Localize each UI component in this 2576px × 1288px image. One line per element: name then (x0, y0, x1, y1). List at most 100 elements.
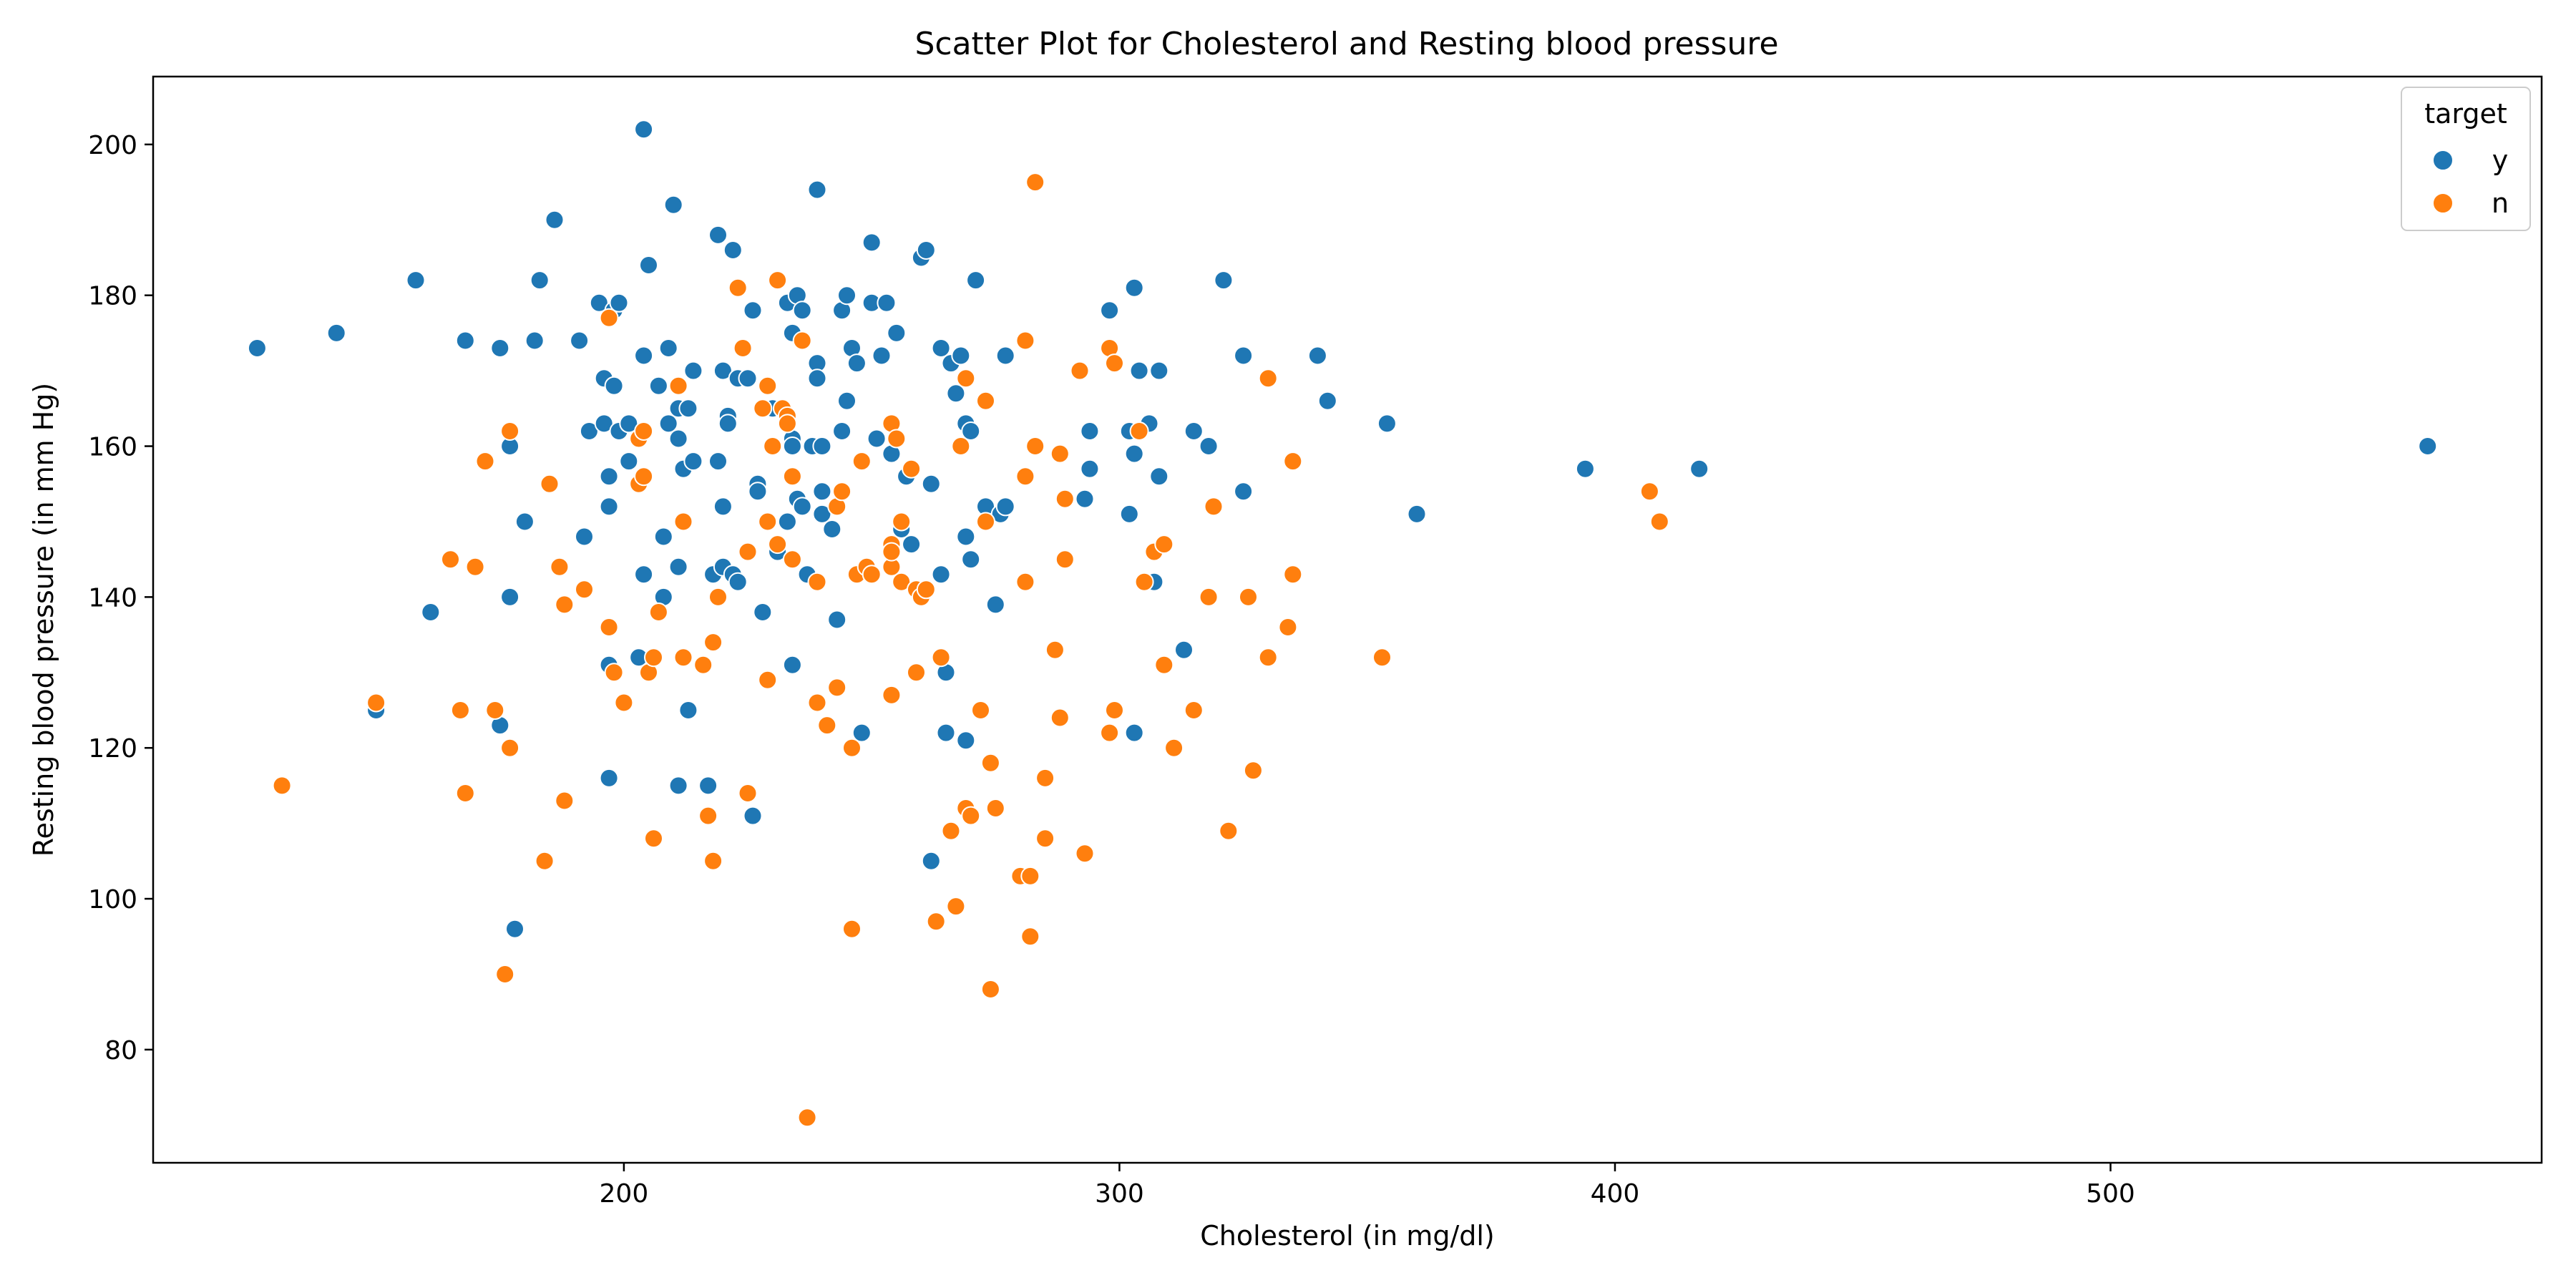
data-point-y (1149, 361, 1169, 381)
y-axis-ticks: 80 100 120 140 160 180 200 (88, 131, 153, 1065)
data-point-y (985, 595, 1005, 615)
y-tick-label: 180 (88, 282, 137, 311)
data-point-n (1129, 421, 1149, 441)
data-point-n (500, 738, 520, 758)
data-point-y (743, 806, 763, 826)
data-point-n (1258, 369, 1278, 389)
data-point-y (604, 376, 624, 396)
data-point-y (956, 731, 976, 751)
data-point-n (882, 685, 902, 705)
data-point-y (1377, 414, 1397, 434)
data-point-n (768, 535, 788, 555)
data-point-n (703, 851, 723, 871)
data-point-n (738, 784, 758, 803)
data-point-y (921, 474, 941, 494)
data-point-n (961, 806, 981, 826)
data-point-y (525, 331, 545, 351)
data-point-n (777, 414, 797, 434)
data-point-y (1689, 459, 1709, 479)
data-point-n (1372, 648, 1392, 668)
data-point-n (644, 648, 663, 668)
data-point-n (485, 701, 505, 720)
data-point-n (842, 919, 862, 939)
data-point-n (1219, 821, 1239, 841)
data-point-n (475, 452, 495, 472)
data-point-n (450, 701, 470, 720)
y-tick-label: 100 (88, 885, 137, 914)
data-point-n (842, 738, 862, 758)
data-point-n (1154, 535, 1174, 555)
data-point-n (976, 512, 995, 532)
data-point-n (540, 474, 560, 494)
data-point-y (653, 527, 673, 547)
data-point-y (916, 240, 936, 260)
data-point-y (1174, 640, 1194, 660)
data-point-n (980, 980, 1000, 999)
data-point-n (1050, 708, 1070, 728)
data-point-y (812, 482, 832, 502)
data-point-y (931, 338, 951, 358)
data-point-n (931, 648, 951, 668)
data-point-n (946, 897, 966, 917)
data-point-y (1080, 421, 1100, 441)
data-point-y (753, 602, 773, 622)
data-point-n (708, 587, 728, 607)
data-point-y (852, 723, 872, 743)
data-point-n (1134, 572, 1154, 592)
data-point-y (1317, 391, 1337, 411)
data-point-y (1124, 723, 1144, 743)
data-point-n (758, 670, 778, 690)
data-point-n (673, 512, 693, 532)
data-point-y (738, 369, 758, 389)
data-point-y (658, 338, 678, 358)
y-tick-label: 120 (88, 734, 137, 763)
data-point-n (907, 663, 926, 683)
data-point-y (575, 527, 594, 547)
data-point-y (1234, 346, 1254, 366)
data-point-y (966, 270, 986, 291)
data-point-n (1649, 512, 1669, 532)
data-point-y (887, 323, 907, 343)
data-point-n (1025, 436, 1045, 456)
data-point-n (1015, 572, 1035, 592)
points-layer (247, 119, 2438, 1128)
data-point-y (545, 210, 565, 230)
data-point-y (822, 519, 842, 539)
data-point-n (852, 452, 872, 472)
data-point-n (604, 663, 624, 683)
data-point-n (782, 550, 802, 570)
data-point-n (792, 331, 812, 351)
data-point-n (1199, 587, 1219, 607)
data-point-y (877, 293, 897, 313)
data-point-y (1119, 504, 1139, 524)
data-point-n (614, 693, 634, 713)
data-point-n (495, 965, 515, 984)
x-axis-ticks: 200 300 400 500 (600, 1163, 2135, 1209)
data-point-y (1100, 301, 1120, 321)
y-axis-label: Resting blood pressure (in mm Hg) (28, 383, 59, 857)
data-point-y (1080, 459, 1100, 479)
data-point-n (827, 678, 847, 698)
data-point-y (951, 346, 971, 366)
data-point-n (465, 557, 485, 577)
data-point-n (441, 550, 460, 570)
data-point-n (1105, 353, 1124, 374)
data-point-n (738, 542, 758, 562)
data-point-n (668, 376, 688, 396)
data-point-y (723, 240, 743, 260)
data-point-n (1639, 482, 1659, 502)
data-point-y (658, 414, 678, 434)
data-point-n (797, 1108, 817, 1128)
data-point-n (807, 572, 827, 592)
data-point-y (837, 391, 857, 411)
data-point-y (609, 293, 629, 313)
data-point-n (272, 776, 292, 796)
data-point-n (1020, 866, 1040, 886)
data-point-n (758, 376, 778, 396)
data-point-n (1243, 761, 1263, 781)
data-point-n (807, 693, 827, 713)
data-point-y (1407, 504, 1427, 524)
data-point-y (668, 429, 688, 449)
data-point-n (1050, 444, 1070, 464)
data-point-n (1020, 927, 1040, 947)
